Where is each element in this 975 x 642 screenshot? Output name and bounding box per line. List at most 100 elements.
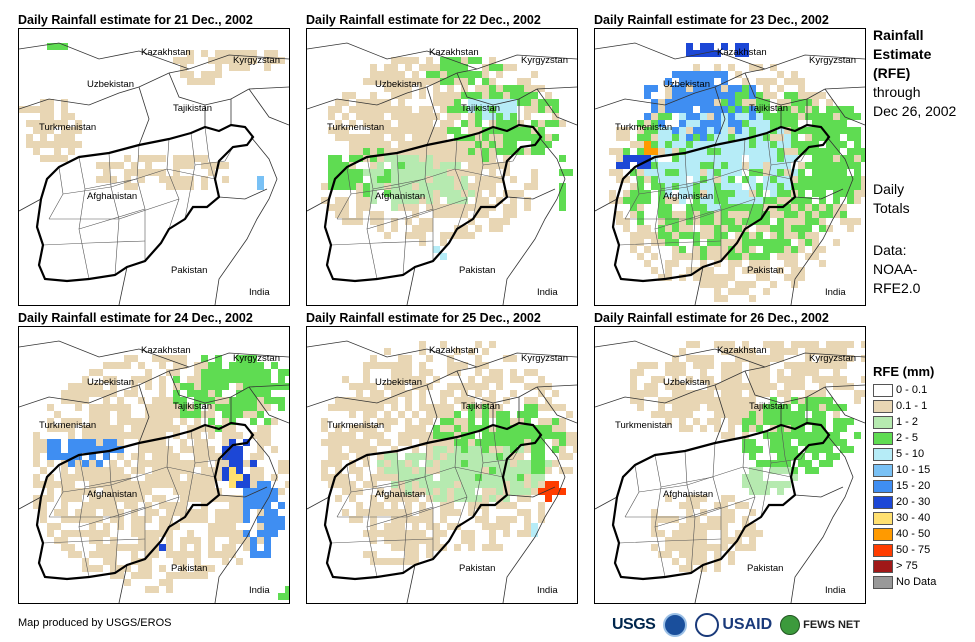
legend-label: 40 - 50 xyxy=(896,528,931,540)
rain-cell xyxy=(812,204,819,211)
rain-cell xyxy=(342,127,349,134)
rain-cell xyxy=(735,502,742,509)
rain-cell xyxy=(222,376,229,383)
rain-cell xyxy=(489,190,496,197)
country-border xyxy=(694,266,704,305)
rain-cell xyxy=(658,530,665,537)
province-border xyxy=(78,156,90,280)
rain-cell xyxy=(833,190,840,197)
rain-cell xyxy=(749,260,756,267)
rain-cell xyxy=(503,99,510,106)
rain-cell xyxy=(180,162,187,169)
rain-cell xyxy=(623,148,630,155)
rain-cell xyxy=(236,355,243,362)
rain-cell xyxy=(861,376,865,383)
rain-cell xyxy=(665,232,672,239)
rain-cell xyxy=(700,120,707,127)
rain-cell xyxy=(700,92,707,99)
rain-cell xyxy=(152,411,159,418)
rain-cell xyxy=(138,155,145,162)
rain-cell xyxy=(75,516,82,523)
rain-cell xyxy=(679,383,686,390)
rain-cell xyxy=(700,565,707,572)
province-border xyxy=(618,538,722,544)
rain-cell xyxy=(138,488,145,495)
rain-cell xyxy=(412,225,419,232)
rain-cell xyxy=(194,558,201,565)
rain-cell xyxy=(784,425,791,432)
rain-cell xyxy=(777,418,784,425)
rain-cell xyxy=(180,397,187,404)
rain-cell xyxy=(475,99,482,106)
rain-cell xyxy=(721,183,728,190)
rain-cell xyxy=(693,64,700,71)
rain-cell xyxy=(777,453,784,460)
rain-cell xyxy=(236,446,243,453)
rain-cell xyxy=(826,148,833,155)
rain-cell xyxy=(777,190,784,197)
rain-cell xyxy=(475,502,482,509)
rain-cell xyxy=(447,127,454,134)
rain-cell xyxy=(335,106,342,113)
rain-cell xyxy=(847,162,854,169)
rain-cell xyxy=(250,376,257,383)
rain-cell xyxy=(391,113,398,120)
rain-cell xyxy=(356,453,363,460)
rain-cell xyxy=(152,355,159,362)
rain-cell xyxy=(777,481,784,488)
rain-cell xyxy=(398,190,405,197)
rain-cell xyxy=(658,127,665,134)
rain-cell xyxy=(33,502,40,509)
rain-cell xyxy=(356,383,363,390)
rain-cell xyxy=(236,537,243,544)
rain-cell xyxy=(187,376,194,383)
rain-cell xyxy=(461,57,468,64)
rain-cell xyxy=(159,397,166,404)
rain-cell xyxy=(243,509,250,516)
rain-cell xyxy=(356,474,363,481)
rain-cell xyxy=(391,134,398,141)
rain-cell xyxy=(763,99,770,106)
rain-cell xyxy=(54,411,61,418)
country-border xyxy=(426,384,438,444)
rain-cell xyxy=(805,348,812,355)
rain-cell xyxy=(728,183,735,190)
rain-cell xyxy=(117,446,124,453)
rain-cell xyxy=(742,288,749,295)
rain-cell xyxy=(89,516,96,523)
rain-cell xyxy=(201,481,208,488)
rain-cell xyxy=(644,232,651,239)
rain-cell xyxy=(103,446,110,453)
rain-cell xyxy=(847,190,854,197)
rain-cell xyxy=(194,495,201,502)
rain-cell xyxy=(370,425,377,432)
rain-cell xyxy=(110,516,117,523)
rain-cell xyxy=(679,418,686,425)
rain-cell xyxy=(461,383,468,390)
rain-cell xyxy=(756,99,763,106)
rain-cell xyxy=(770,148,777,155)
rain-cell xyxy=(236,64,243,71)
rain-cell xyxy=(440,141,447,148)
rain-cell xyxy=(693,183,700,190)
rain-cell xyxy=(68,495,75,502)
rain-cell xyxy=(243,411,250,418)
rain-cell xyxy=(496,432,503,439)
rain-cell xyxy=(335,211,342,218)
rain-cell xyxy=(665,183,672,190)
rain-cell xyxy=(243,64,250,71)
rain-cell xyxy=(349,148,356,155)
rain-cell xyxy=(475,92,482,99)
daily-line-1: Daily xyxy=(873,181,905,197)
rain-cell xyxy=(264,383,271,390)
rain-cell xyxy=(384,453,391,460)
rain-cell xyxy=(278,404,285,411)
rain-cell xyxy=(854,397,861,404)
rain-cell xyxy=(714,544,721,551)
rain-cell xyxy=(784,253,791,260)
rain-cell xyxy=(89,432,96,439)
rain-cell xyxy=(257,183,264,190)
rain-cell xyxy=(349,467,356,474)
rain-cell xyxy=(398,432,405,439)
rain-cell xyxy=(33,127,40,134)
